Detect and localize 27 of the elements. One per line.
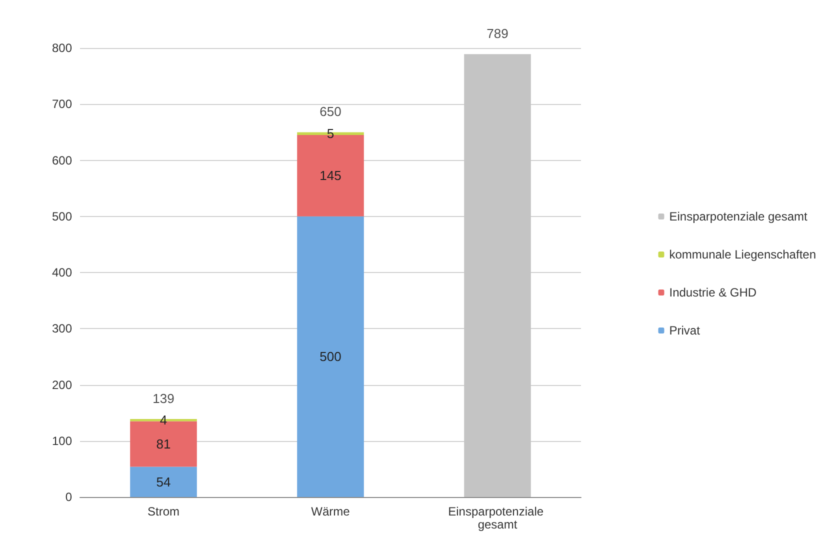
bar bbox=[130, 466, 197, 497]
y-tick-label: 500 bbox=[52, 209, 72, 224]
legend-label: Industrie & GHD bbox=[669, 286, 757, 300]
x-tick-label: Wärme bbox=[311, 504, 350, 518]
data-label: 54 bbox=[156, 474, 171, 490]
total-label: 139 bbox=[152, 390, 174, 406]
y-tick-label: 700 bbox=[52, 97, 72, 112]
y-tick-label: 400 bbox=[52, 266, 72, 280]
data-label: 500 bbox=[320, 349, 342, 364]
x-tick-label: Strom bbox=[147, 504, 180, 518]
y-tick-label: 0 bbox=[65, 490, 72, 504]
y-tick-label: 300 bbox=[52, 322, 72, 336]
y-tick-label: 600 bbox=[52, 153, 72, 168]
y-tick-label: 200 bbox=[52, 378, 72, 392]
x-tick-label: Einsparpotenziale gesamt bbox=[448, 504, 547, 532]
data-label: 5 bbox=[326, 126, 334, 142]
y-tick-label: 100 bbox=[52, 434, 72, 448]
data-label: 81 bbox=[156, 436, 171, 452]
legend-label: Privat bbox=[669, 324, 701, 338]
data-label: 4 bbox=[160, 412, 168, 428]
total-label: 789 bbox=[486, 26, 508, 42]
legend-label: kommunale Liegenschaften bbox=[669, 248, 816, 262]
data-label: 145 bbox=[320, 168, 342, 184]
y-tick-label: 800 bbox=[52, 41, 72, 55]
legend-label: Einsparpotenziale gesamt bbox=[669, 210, 808, 224]
bar bbox=[297, 216, 364, 497]
total-label: 650 bbox=[320, 104, 342, 120]
